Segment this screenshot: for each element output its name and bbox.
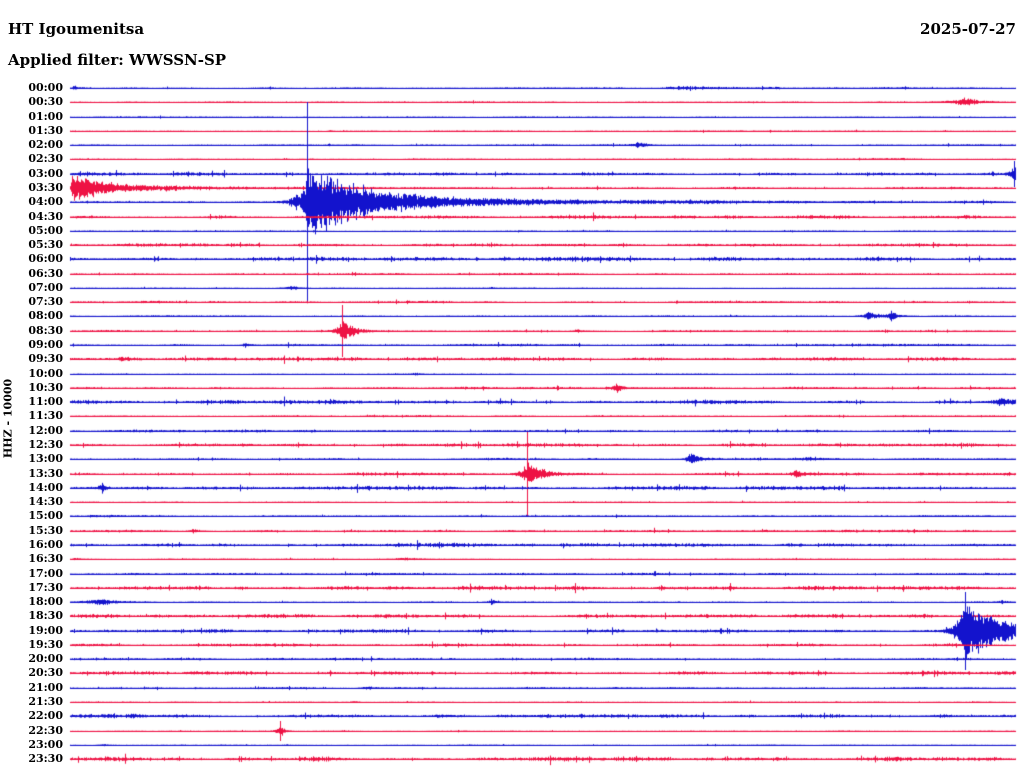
helicorder-canvas <box>0 0 1024 780</box>
